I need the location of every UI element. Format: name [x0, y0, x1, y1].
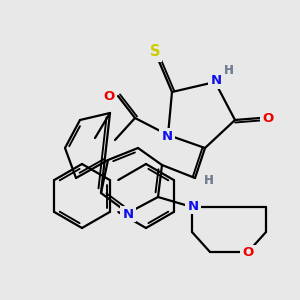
Text: O: O [103, 89, 115, 103]
Text: O: O [103, 89, 115, 103]
Text: N: N [188, 200, 199, 212]
Text: N: N [161, 130, 172, 142]
Text: H: H [204, 173, 214, 187]
Text: H: H [224, 64, 234, 77]
Text: O: O [262, 112, 274, 124]
Text: N: N [210, 74, 222, 88]
Text: H: H [204, 173, 214, 187]
Text: N: N [188, 200, 199, 212]
Text: O: O [242, 247, 253, 260]
Text: N: N [210, 74, 222, 88]
Text: S: S [150, 44, 160, 59]
Text: S: S [150, 44, 160, 59]
Text: O: O [262, 112, 274, 124]
Text: N: N [122, 208, 134, 220]
Text: N: N [161, 130, 172, 142]
Text: N: N [122, 208, 134, 220]
Text: H: H [224, 64, 234, 77]
Text: O: O [242, 247, 253, 260]
